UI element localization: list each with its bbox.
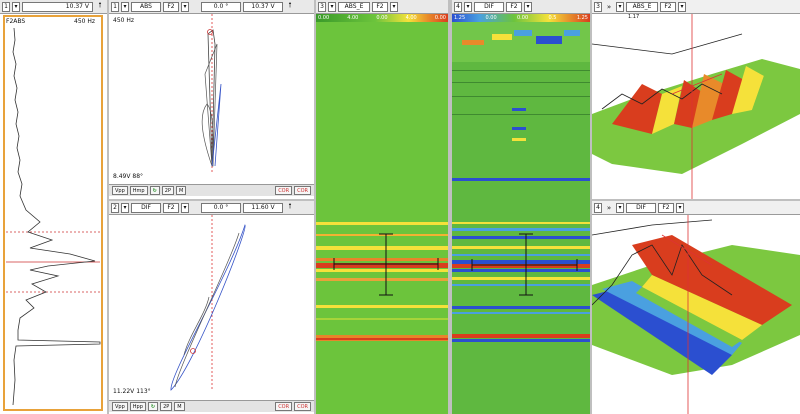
strip-frame <box>3 15 103 411</box>
2p-button[interactable]: 2P <box>160 402 173 411</box>
channel-dropdown[interactable]: ▾ <box>464 1 472 12</box>
channel-dropdown[interactable]: ▾ <box>616 202 624 213</box>
up-arrow-icon[interactable]: 🠕 <box>98 1 102 9</box>
freq-dropdown[interactable]: ▾ <box>524 1 532 12</box>
angle-field[interactable]: 0.0 ° <box>201 1 241 12</box>
scale-label: 0.00 <box>517 15 529 21</box>
channel-dropdown[interactable]: ▾ <box>12 1 20 12</box>
lissajous-bottom-toolbar: 2 ▾ DIF F2 ▾ 0.0 ° 11.60 V 🠕 <box>109 201 314 215</box>
view3d-bottom-toolbar: 4 » ▾ DIF F2 ▾ <box>592 201 800 215</box>
channel-select[interactable]: 1 <box>111 1 119 12</box>
color-scale-bar: 0.00 4.00 0.00 4.00 0.00 <box>316 14 448 22</box>
channel-select[interactable]: 1 <box>2 1 10 12</box>
hmp-button[interactable]: Hmp <box>129 186 148 195</box>
freq-dropdown[interactable]: ▾ <box>181 202 189 213</box>
scale-label: 0.00 <box>434 15 446 21</box>
up-arrow-icon[interactable]: 🠕 <box>288 1 292 9</box>
m-button[interactable]: M <box>176 186 187 195</box>
channel-dropdown[interactable]: ▾ <box>121 202 129 213</box>
channel-select[interactable]: 3 <box>594 1 602 12</box>
lissajous-bottom-buttons: Vpp Hpp ↻ 2P M COR COR <box>109 400 314 412</box>
lissajous-top-plot[interactable] <box>109 14 314 199</box>
range-field[interactable]: 11.60 V <box>243 202 283 213</box>
lissajous-bottom-plot[interactable] <box>109 215 314 395</box>
lissajous-bottom-panel: 2 ▾ DIF F2 ▾ 0.0 ° 11.60 V 🠕 11.22V 113°… <box>109 201 314 414</box>
scale-label: 4.00 <box>347 15 359 21</box>
range-field[interactable]: 10.37 V <box>243 1 283 12</box>
view3d-bottom-panel: 4 » ▾ DIF F2 ▾ <box>592 201 800 414</box>
channel-dropdown[interactable]: ▾ <box>328 1 336 12</box>
channel-select[interactable]: 2 <box>111 202 119 213</box>
cscan-dif-image[interactable] <box>452 22 590 414</box>
channel-select[interactable]: 3 <box>318 1 326 12</box>
freq-dropdown[interactable]: ▾ <box>678 1 686 12</box>
mode-select[interactable]: DIF <box>474 1 504 12</box>
fast-forward-icon[interactable]: » <box>606 203 612 212</box>
cscan-dif-panel: 4 ▾ DIF F2 ▾ 1.25 0.00 0.00 0.5 1.25 <box>452 0 590 414</box>
up-arrow-icon[interactable]: 🠕 <box>288 202 292 210</box>
view3d-top-toolbar: 3 » ▾ ABS_E F2 ▾ <box>592 0 800 14</box>
freq-select[interactable]: F2 <box>660 1 676 12</box>
view3d-top-panel: 3 » ▾ ABS_E F2 ▾ 1.17 <box>592 0 800 199</box>
channel-dropdown[interactable]: ▾ <box>121 1 129 12</box>
refresh-icon[interactable]: ↻ <box>149 186 160 195</box>
freq-select[interactable]: F2 <box>372 1 388 12</box>
freq-select[interactable]: F2 <box>658 202 674 213</box>
cor-button-1[interactable]: COR <box>275 186 293 195</box>
mode-select[interactable]: ABS <box>131 1 161 12</box>
strip-chart-panel: 1 ▾ 10.37 V 🠕 F2ABS 450 Hz <box>0 0 107 414</box>
freq-select[interactable]: F2 <box>163 202 179 213</box>
hpp-button[interactable]: Hpp <box>129 402 146 411</box>
fast-forward-icon[interactable]: » <box>606 2 612 11</box>
cor-button-2[interactable]: COR <box>294 186 311 195</box>
scale-label: 4.00 <box>405 15 417 21</box>
view3d-bottom-plot[interactable] <box>592 215 800 414</box>
channel-select[interactable]: 4 <box>454 1 462 12</box>
lissajous-bottom-reading: 11.22V 113° <box>113 388 151 395</box>
m-button[interactable]: M <box>174 402 185 411</box>
freq-dropdown[interactable]: ▾ <box>181 1 189 12</box>
cscan-abs-image[interactable] <box>316 22 448 414</box>
strip-freq-label: F2ABS <box>6 18 26 25</box>
cscan-abs-panel: 3 ▾ ABS_E F2 ▾ 0.00 4.00 0.00 4.00 0.00 <box>316 0 448 414</box>
mode-select[interactable]: DIF <box>626 202 656 213</box>
lissajous-top-reading: 8.49V 88° <box>113 173 144 180</box>
freq-select[interactable]: F2 <box>506 1 522 12</box>
view3d-top-plot[interactable] <box>592 14 800 199</box>
strip-toolbar: 1 ▾ 10.37 V 🠕 <box>0 0 107 14</box>
strip-trace[interactable] <box>0 0 107 414</box>
mode-select[interactable]: ABS_E <box>338 1 370 12</box>
scale-label: 0.00 <box>376 15 388 21</box>
mode-select[interactable]: DIF <box>131 202 161 213</box>
channel-select[interactable]: 4 <box>594 202 602 213</box>
vpp-button[interactable]: Vpp <box>112 402 128 411</box>
scale-label: 0.00 <box>318 15 330 21</box>
scale-label: 0.5 <box>548 15 557 21</box>
lissajous-top-panel: 1 ▾ ABS F2 ▾ 0.0 ° 10.37 V 🠕 450 Hz 8.49… <box>109 0 314 199</box>
lissajous-top-toolbar: 1 ▾ ABS F2 ▾ 0.0 ° 10.37 V 🠕 <box>109 0 314 14</box>
strip-freq-value: 450 Hz <box>74 18 96 25</box>
cor-button-1[interactable]: COR <box>275 402 293 411</box>
refresh-icon[interactable]: ↻ <box>147 402 159 411</box>
cor-button-2[interactable]: COR <box>294 402 311 411</box>
range-field[interactable]: 10.37 V <box>22 1 93 12</box>
2p-button[interactable]: 2P <box>161 186 174 195</box>
color-scale-bar: 1.25 0.00 0.00 0.5 1.25 <box>452 14 590 22</box>
cscan-abs-toolbar: 3 ▾ ABS_E F2 ▾ <box>316 0 448 14</box>
mode-select[interactable]: ABS_E <box>626 1 658 12</box>
vpp-button[interactable]: Vpp <box>112 186 128 195</box>
freq-select[interactable]: F2 <box>163 1 179 12</box>
freq-dropdown[interactable]: ▾ <box>390 1 398 12</box>
channel-dropdown[interactable]: ▾ <box>616 1 624 12</box>
range-value: 1.17 <box>628 14 640 20</box>
lissajous-top-buttons: Vpp Hmp ↻ 2P M COR COR <box>109 184 314 196</box>
angle-field[interactable]: 0.0 ° <box>201 202 241 213</box>
scale-label: 0.00 <box>485 15 497 21</box>
freq-dropdown[interactable]: ▾ <box>676 202 684 213</box>
scale-label: 1.25 <box>454 15 466 21</box>
scale-label: 1.25 <box>576 15 588 21</box>
cscan-dif-toolbar: 4 ▾ DIF F2 ▾ <box>452 0 590 14</box>
freq-value: 450 Hz <box>113 17 135 24</box>
